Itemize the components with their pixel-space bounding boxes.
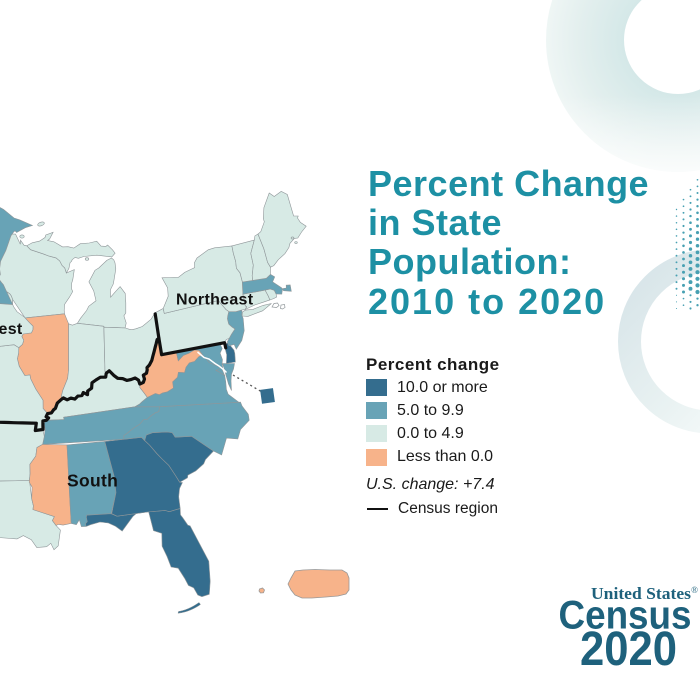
- svg-text:South: South: [67, 471, 118, 491]
- svg-text:2020: 2020: [580, 623, 677, 672]
- svg-text:est: est: [0, 321, 23, 338]
- svg-text:Northeast: Northeast: [176, 292, 254, 309]
- svg-text:United States: United States: [591, 584, 692, 603]
- svg-text:Census: Census: [559, 594, 692, 638]
- svg-text:®: ®: [691, 585, 698, 595]
